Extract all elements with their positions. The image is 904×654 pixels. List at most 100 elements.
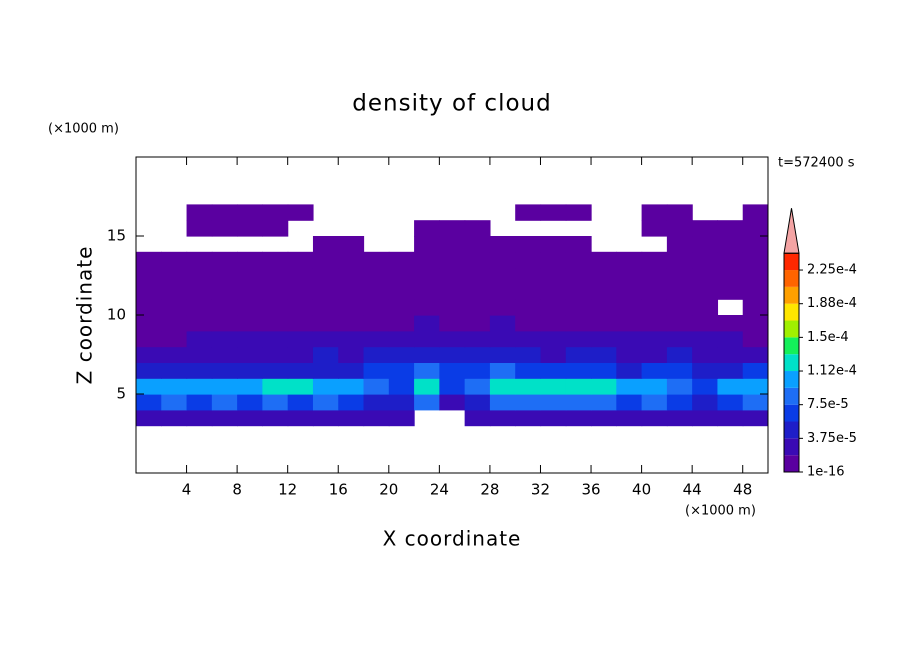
field-cell (388, 315, 415, 332)
field-cell (616, 409, 643, 427)
field-cell (515, 394, 542, 411)
x-tick-label: 36 (581, 481, 600, 499)
field-cell (136, 251, 162, 269)
field-cell (540, 267, 567, 284)
colorbar-label: 2.25e-4 (807, 263, 857, 278)
x-tick-label: 44 (683, 481, 702, 499)
field-cell (414, 330, 440, 348)
field-cell (540, 283, 567, 300)
field-cell (591, 315, 617, 332)
x-tick-label: 4 (182, 481, 192, 499)
field-cell (363, 409, 390, 427)
field-cell (464, 409, 491, 427)
field-cell (641, 394, 668, 411)
colorbar-band (784, 303, 799, 321)
field-cell (666, 251, 693, 269)
field-cell (666, 236, 693, 253)
field-cell (211, 267, 238, 284)
field-cell (363, 315, 390, 332)
field-cell (186, 204, 213, 221)
colorbar-band (784, 270, 799, 287)
field-cell (363, 346, 390, 363)
field-cell (641, 362, 668, 379)
field-cell (464, 299, 491, 316)
field-cell (312, 283, 339, 300)
field-cell (262, 251, 289, 269)
field-cell (540, 362, 567, 379)
field-cell (186, 362, 213, 379)
field-cell (692, 220, 719, 237)
field-cell (439, 220, 466, 237)
field-cell (692, 394, 719, 411)
field-cell (540, 394, 567, 411)
field-cell (287, 251, 314, 269)
field-cell (262, 299, 289, 316)
field-cell (211, 330, 238, 348)
field-cell (515, 362, 542, 379)
field-cell (287, 283, 314, 300)
field-cell (464, 283, 491, 300)
field-cell (742, 409, 768, 427)
field-cell (136, 346, 162, 363)
field-cell (388, 346, 415, 363)
field-cell (211, 378, 238, 395)
field-cell (136, 299, 162, 316)
colorbar-label: 7.5e-5 (807, 397, 849, 412)
field-cell (591, 346, 617, 363)
field-cell (692, 251, 719, 269)
field-cell (464, 315, 491, 332)
field-cell (211, 220, 238, 237)
field-cell (388, 267, 415, 284)
field-cell (211, 362, 238, 379)
field-cell (338, 346, 365, 363)
field-cell (692, 330, 719, 348)
field-cell (161, 315, 188, 332)
field-cell (565, 330, 592, 348)
field-cell (717, 394, 744, 411)
field-cell (237, 409, 263, 427)
field-cell (287, 267, 314, 284)
field-cell (515, 251, 542, 269)
field-cell (641, 204, 668, 221)
field-cell (287, 378, 314, 395)
field-cell (287, 346, 314, 363)
field-cell (717, 267, 744, 284)
field-cell (692, 378, 719, 395)
field-cell (565, 409, 592, 427)
colorbar-band (784, 455, 799, 472)
field-cell (211, 204, 238, 221)
field-cell (515, 346, 542, 363)
field-cell (388, 251, 415, 269)
field-cell (237, 346, 263, 363)
field-cell (161, 378, 188, 395)
field-cell (186, 330, 213, 348)
field-cell (464, 346, 491, 363)
field-cell (186, 283, 213, 300)
x-tick-label: 24 (430, 481, 449, 499)
field-cell (666, 409, 693, 427)
field-cell (338, 251, 365, 269)
field-cell (591, 283, 617, 300)
x-tick-label: 32 (531, 481, 550, 499)
field-cell (489, 283, 516, 300)
field-cell (666, 267, 693, 284)
x-tick-label: 12 (278, 481, 297, 499)
y-tick-label: 15 (107, 227, 126, 245)
field-cell (616, 362, 643, 379)
field-cell (489, 251, 516, 269)
field-cell (641, 330, 668, 348)
field-cell (540, 204, 567, 221)
field-cell (692, 362, 719, 379)
field-cell (161, 283, 188, 300)
field-cell (312, 378, 339, 395)
colorbar-frame (783, 252, 800, 473)
field-cell (616, 330, 643, 348)
y-unit: (×1000 m) (48, 122, 119, 137)
x-axis-label: X coordinate (383, 527, 522, 551)
field-cell (211, 283, 238, 300)
field-cell (363, 394, 390, 411)
field-cell (565, 251, 592, 269)
field-cell (464, 236, 491, 253)
field-cell (692, 236, 719, 253)
field-cell (742, 267, 768, 284)
